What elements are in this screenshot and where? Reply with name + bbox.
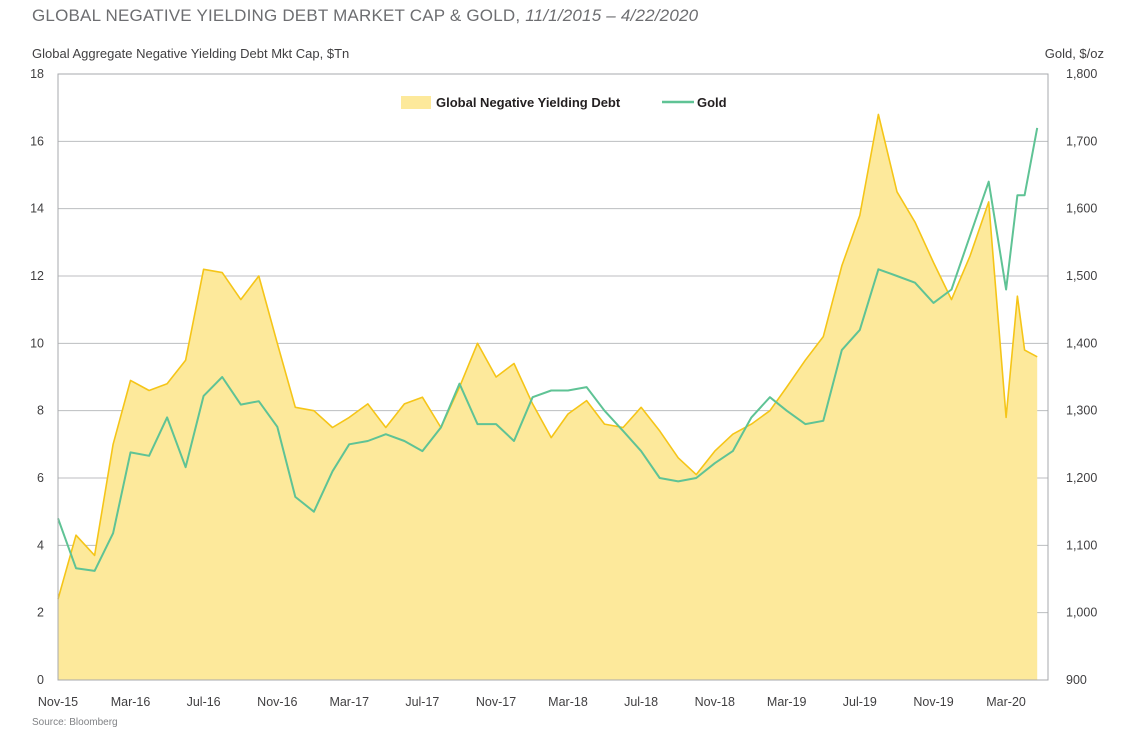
- right-tick-label: 1,800: [1066, 67, 1097, 81]
- x-tick-label: Nov-19: [913, 695, 953, 709]
- chart-title-dates: 11/1/2015 – 4/22/2020: [525, 6, 699, 25]
- chart-title-main: GLOBAL NEGATIVE YIELDING DEBT MARKET CAP…: [32, 6, 521, 25]
- x-tick-label: Jul-16: [187, 695, 221, 709]
- right-axis-label: Gold, $/oz: [1044, 46, 1104, 61]
- right-tick-label: 1,700: [1066, 134, 1097, 148]
- debt-area: [58, 114, 1038, 680]
- left-tick-label: 16: [30, 134, 44, 148]
- left-axis-ticks: 0 2 4 6 8 10 12 14 16 18: [30, 67, 44, 687]
- right-tick-label: 1,400: [1066, 336, 1097, 350]
- legend-label-gold: Gold: [697, 95, 727, 110]
- x-tick-label: Nov-16: [257, 695, 297, 709]
- left-tick-label: 2: [37, 606, 44, 620]
- left-tick-label: 18: [30, 67, 44, 81]
- x-tick-label: Jul-19: [843, 695, 877, 709]
- left-tick-label: 12: [30, 269, 44, 283]
- left-tick-label: 14: [30, 202, 44, 216]
- x-axis-ticks: Nov-15 Mar-16 Jul-16 Nov-16 Mar-17 Jul-17 Nov-…: [38, 695, 1026, 709]
- left-tick-label: 4: [37, 538, 44, 552]
- x-tick-label: Jul-18: [624, 695, 658, 709]
- left-tick-label: 6: [37, 471, 44, 485]
- right-tick-label: 1,200: [1066, 471, 1097, 485]
- legend-swatch-debt: [401, 96, 431, 109]
- x-tick-label: Mar-20: [986, 695, 1026, 709]
- left-tick-label: 10: [30, 336, 44, 350]
- legend: Global Negative Yielding Debt Gold: [401, 95, 727, 110]
- left-tick-label: 0: [37, 673, 44, 687]
- debt-area-layer: [57, 113, 1038, 680]
- x-tick-label: Nov-17: [476, 695, 516, 709]
- x-tick-label: Jul-17: [405, 695, 439, 709]
- legend-label-debt: Global Negative Yielding Debt: [436, 95, 621, 110]
- right-tick-label: 1,600: [1066, 202, 1097, 216]
- x-tick-label: Mar-16: [111, 695, 151, 709]
- x-tick-label: Mar-19: [767, 695, 807, 709]
- right-tick-label: 1,000: [1066, 606, 1097, 620]
- plot-border: [57, 73, 1049, 681]
- plot-frame: [57, 73, 1049, 681]
- x-tick-label: Mar-17: [329, 695, 369, 709]
- right-tick-label: 1,100: [1066, 538, 1097, 552]
- chart-title: GLOBAL NEGATIVE YIELDING DEBT MARKET CAP…: [32, 6, 698, 26]
- x-tick-label: Nov-18: [695, 695, 735, 709]
- left-tick-label: 8: [37, 404, 44, 418]
- right-tick-label: 1,500: [1066, 269, 1097, 283]
- gold-line: [57, 127, 1039, 572]
- x-tick-label: Mar-18: [548, 695, 588, 709]
- right-tick-label: 1,300: [1066, 404, 1097, 418]
- right-tick-label: 900: [1066, 673, 1087, 687]
- x-tick-label: Nov-15: [38, 695, 78, 709]
- right-axis-ticks: 900 1,000 1,100 1,200 1,300 1,400 1,500 1,600 1,…: [1066, 67, 1097, 687]
- left-axis-label: Global Aggregate Negative Yielding Debt …: [32, 46, 350, 61]
- debt-line: [57, 113, 1038, 600]
- source-note: Source: Bloomberg: [32, 717, 118, 728]
